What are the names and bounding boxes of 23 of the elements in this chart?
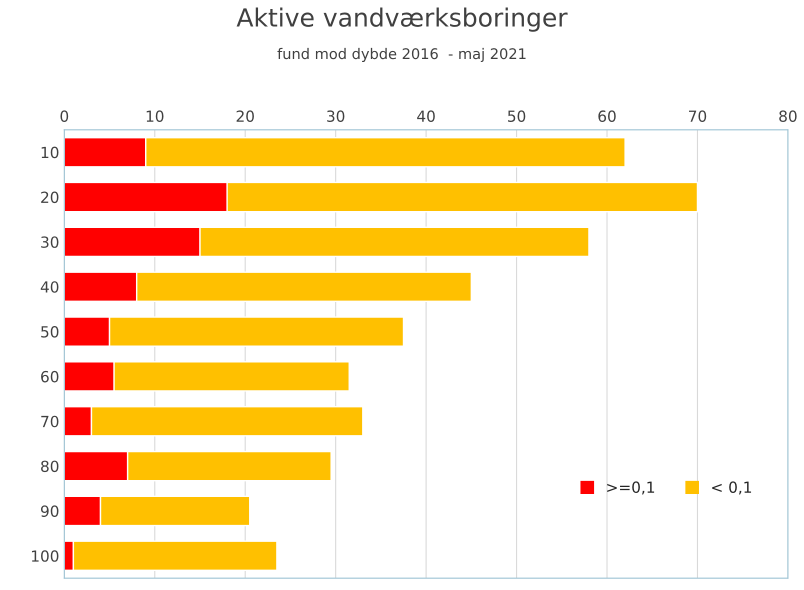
x-tick-label: 30 — [327, 110, 344, 122]
legend-label: >=0,1 — [607, 481, 654, 495]
y-tick-label: 100 — [32, 550, 58, 562]
chart-subtitle: fund mod dybde 2016 - maj 2021 — [277, 48, 526, 62]
legend-label: < 0,1 — [712, 481, 752, 495]
x-tick-label: 10 — [146, 110, 164, 122]
y-tick-label: 50 — [41, 326, 58, 338]
x-tick-label: 80 — [779, 110, 797, 122]
y-tick-label: 60 — [41, 370, 58, 382]
x-tick-label: 70 — [689, 110, 706, 122]
chart-title: Aktive vandværksboringer — [236, 8, 568, 32]
y-tick-label: 90 — [40, 505, 58, 517]
y-tick-label: 80 — [41, 460, 58, 472]
y-tick-label: 70 — [41, 416, 58, 428]
x-tick-label: 60 — [598, 110, 616, 122]
y-tick-label: 40 — [40, 281, 58, 293]
y-tick-label: 30 — [41, 236, 58, 248]
x-tick-label: 0 — [60, 110, 68, 122]
x-tick-label: 20 — [236, 110, 254, 122]
x-tick-label: 40 — [417, 110, 435, 122]
x-tick-label: 50 — [508, 110, 526, 122]
y-tick-label: 10 — [42, 146, 58, 158]
y-tick-label: 20 — [41, 192, 58, 204]
